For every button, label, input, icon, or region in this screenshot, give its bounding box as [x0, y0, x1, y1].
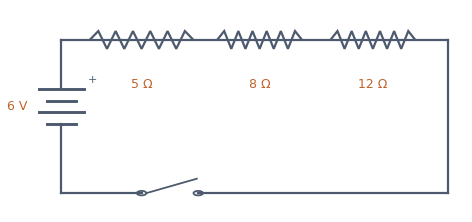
- Text: 5 Ω: 5 Ω: [131, 78, 152, 91]
- Text: 6 V: 6 V: [7, 100, 28, 113]
- Text: 8 Ω: 8 Ω: [249, 78, 270, 91]
- Text: 12 Ω: 12 Ω: [358, 78, 388, 91]
- Text: +: +: [88, 75, 97, 85]
